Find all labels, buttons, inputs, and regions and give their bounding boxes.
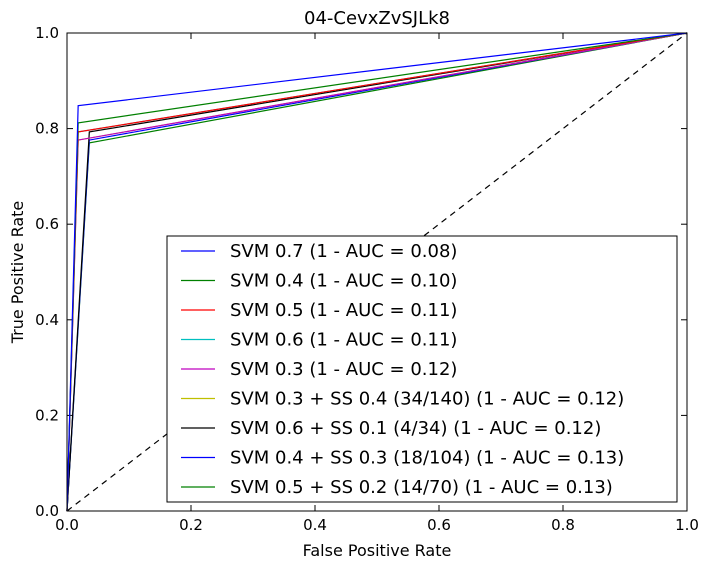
y-tick-label: 1.0 (35, 24, 59, 42)
x-tick-label: 0.6 (427, 516, 451, 534)
legend-label: SVM 0.4 (1 - AUC = 0.10) (230, 271, 457, 292)
legend-label: SVM 0.3 (1 - AUC = 0.12) (230, 359, 457, 380)
y-tick-label: 0.2 (35, 406, 59, 424)
chance-diagonal-line (66, 32, 688, 512)
legend-label: SVM 0.6 + SS 0.1 (4/34) (1 - AUC = 0.12) (230, 418, 601, 439)
legend-label: SVM 0.5 (1 - AUC = 0.11) (230, 300, 457, 321)
y-tick-label: 0.6 (35, 215, 59, 233)
chart-title: 04-CevxZvSJLk8 (304, 8, 450, 29)
legend-label: SVM 0.3 + SS 0.4 (34/140) (1 - AUC = 0.1… (230, 389, 624, 410)
y-tick-label: 0.0 (35, 502, 59, 520)
plot-frame (66, 32, 688, 512)
y-tick-label: 0.4 (35, 311, 59, 329)
legend-label: SVM 0.4 + SS 0.3 (18/104) (1 - AUC = 0.1… (230, 448, 624, 469)
roc-series-line (66, 32, 688, 512)
y-tick-label: 0.8 (35, 120, 59, 138)
series-layer (66, 32, 688, 512)
legend-label: SVM 0.6 (1 - AUC = 0.11) (230, 330, 457, 351)
legend-label: SVM 0.5 + SS 0.2 (14/70) (1 - AUC = 0.13… (230, 477, 613, 498)
legend: SVM 0.7 (1 - AUC = 0.08) SVM 0.4 (1 - AUC… (166, 235, 678, 503)
legend-label: SVM 0.7 (1 - AUC = 0.08) (230, 241, 457, 262)
x-axis-label: False Positive Rate (303, 541, 452, 560)
x-tick-label: 1.0 (675, 516, 699, 534)
x-tick-label: 0.0 (55, 516, 79, 534)
x-tick-label: 0.8 (551, 516, 575, 534)
x-tick-label: 0.4 (303, 516, 327, 534)
legend-box (166, 235, 678, 503)
x-tick-label: 0.2 (179, 516, 203, 534)
y-axis-label: True Positive Rate (8, 201, 27, 345)
